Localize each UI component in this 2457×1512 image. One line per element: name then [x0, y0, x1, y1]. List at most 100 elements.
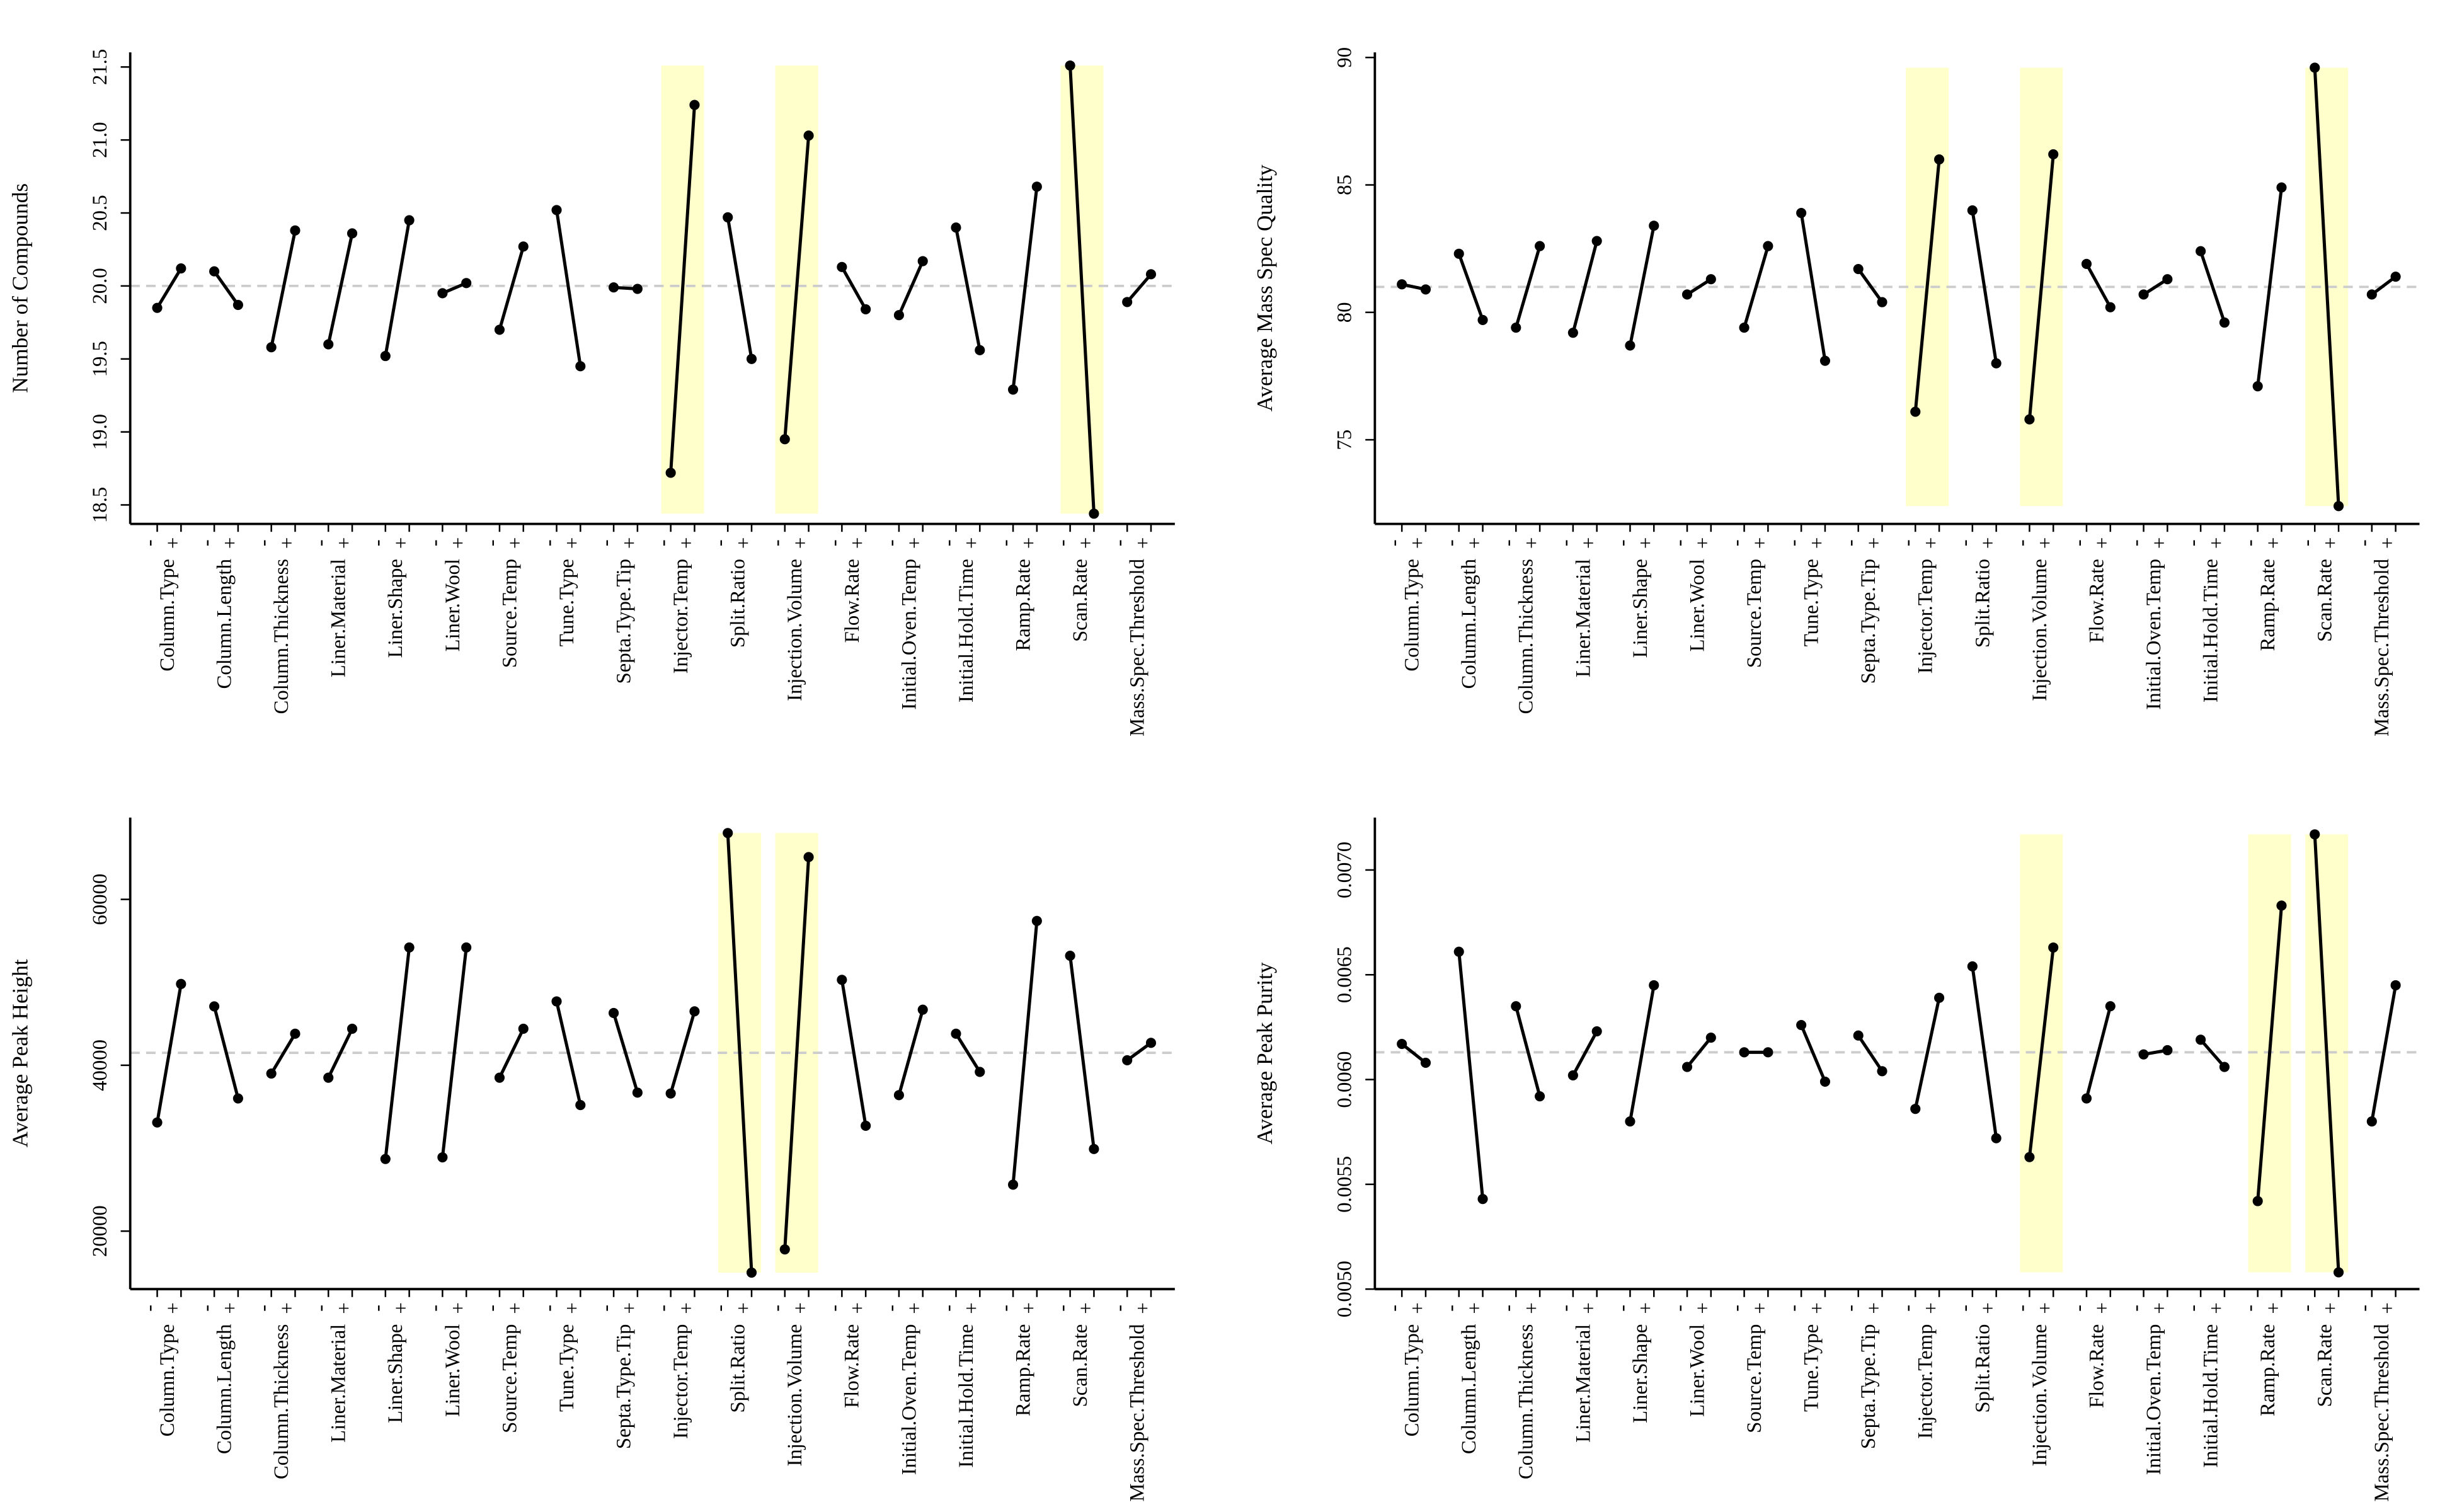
point [1477, 1194, 1488, 1205]
effect-line [669, 1011, 696, 1094]
level-label: + [1920, 537, 1943, 549]
level-label: - [1051, 539, 1074, 546]
level-label: + [447, 1302, 470, 1314]
level-label: - [937, 1305, 959, 1312]
point [1477, 314, 1488, 326]
point [1007, 1179, 1019, 1190]
level-label: + [219, 537, 241, 549]
point [2138, 1049, 2149, 1060]
level-label: + [675, 1302, 698, 1314]
level-label: + [961, 537, 983, 549]
effect-line [1743, 245, 1770, 328]
point [951, 1028, 961, 1039]
point [665, 467, 676, 478]
point [917, 256, 928, 266]
effect-line [2256, 187, 2283, 387]
x-tick-label: Column.Thickness [1515, 1324, 1538, 1480]
point [1681, 1062, 1693, 1072]
point [2024, 414, 2035, 425]
effect-line [612, 1012, 639, 1094]
level-label: + [219, 1302, 241, 1314]
effect-line [2199, 250, 2226, 323]
x-tick-label: Column.Type [1401, 1324, 1424, 1437]
level-label: - [994, 1305, 1016, 1312]
level-label: + [390, 1302, 413, 1314]
effect-line [2313, 834, 2340, 1273]
effect-line [954, 227, 982, 351]
y-tick-label: 85 [1333, 175, 1356, 195]
level-label: + [1692, 1302, 1714, 1314]
point [2219, 1062, 2230, 1072]
level-label: - [937, 539, 959, 546]
point [723, 828, 733, 839]
level-label: - [2010, 539, 2033, 546]
level-label: + [2034, 537, 2057, 549]
level-label: - [823, 1305, 845, 1312]
point [380, 351, 391, 362]
level-label: + [847, 1302, 869, 1314]
point [290, 225, 301, 236]
point [2310, 829, 2320, 840]
point [152, 1117, 163, 1128]
point [975, 1067, 985, 1077]
x-tick-label: Split.Ratio [727, 1324, 750, 1413]
effect-line [2027, 947, 2055, 1157]
x-tick-label: Septa.Type.Tip [1857, 559, 1880, 684]
x-tick-label: Initial.Hold.Time [2200, 559, 2223, 702]
level-label: + [1863, 537, 1886, 549]
y-axis-title: Average Peak Purity [1252, 962, 1277, 1145]
point [2162, 274, 2173, 285]
level-label: - [480, 539, 503, 546]
level-label: - [1668, 539, 1690, 546]
point [266, 342, 277, 353]
level-label: - [1839, 1305, 1862, 1312]
level-label: - [2296, 1305, 2318, 1312]
level-label: + [1749, 1302, 1772, 1314]
level-label: + [162, 1302, 185, 1314]
point [575, 361, 586, 372]
point [2048, 942, 2059, 953]
x-tick-label: Scan.Rate [1069, 559, 1092, 642]
effect-line [2085, 1005, 2112, 1099]
point [1877, 297, 1887, 307]
point [1007, 384, 1019, 395]
effect-line [1514, 245, 1542, 328]
level-label: - [2352, 1305, 2375, 1312]
y-tick-label: 0.0060 [1333, 1051, 1356, 1108]
effect-line [384, 947, 411, 1159]
point [152, 302, 163, 313]
effect-line [1126, 273, 1152, 304]
x-tick-label: Mass.Spec.Threshold [1126, 1324, 1149, 1502]
effect-line [270, 230, 297, 348]
effect-line [555, 210, 582, 367]
point [437, 288, 448, 299]
point [404, 215, 415, 226]
x-tick-label: Liner.Wool [442, 1324, 464, 1417]
level-label: + [1578, 537, 1600, 549]
point [1511, 323, 1521, 333]
level-label: + [847, 537, 869, 549]
point [837, 261, 847, 272]
x-tick-label: Column.Thickness [270, 559, 293, 714]
point [2252, 1196, 2263, 1206]
point [1877, 1066, 1887, 1077]
x-tick-label: Injection.Volume [784, 559, 806, 701]
level-label: - [1383, 539, 1406, 546]
point [1397, 1038, 1407, 1050]
point [1567, 1070, 1578, 1080]
point [1145, 1038, 1157, 1048]
point [1681, 289, 1693, 300]
point [1934, 154, 1945, 165]
x-tick-label: Tune.Type [1801, 559, 1823, 646]
point [1819, 355, 1831, 366]
level-label: - [252, 539, 275, 546]
x-tick-label: Liner.Shape [384, 1324, 407, 1423]
point [176, 978, 186, 989]
y-tick-label: 80 [1333, 302, 1356, 323]
y-tick-label: 0.0050 [1333, 1261, 1356, 1317]
level-label: + [732, 537, 755, 549]
point [1031, 181, 1042, 192]
point [2333, 1267, 2344, 1278]
x-tick-label: Mass.Spec.Threshold [2371, 1324, 2393, 1502]
effect-line [1971, 966, 1998, 1139]
